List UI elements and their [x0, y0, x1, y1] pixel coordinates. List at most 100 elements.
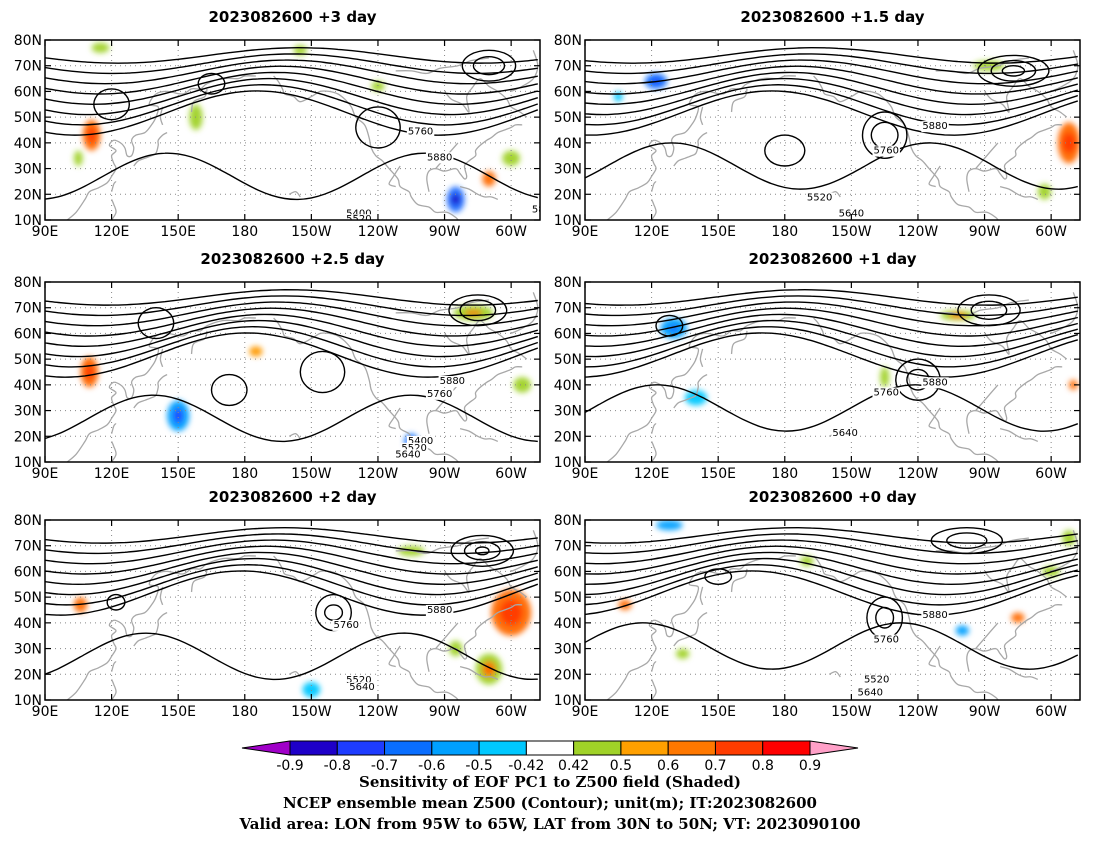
- map-frame: [584, 39, 1081, 221]
- contour-label: 5520: [807, 193, 832, 204]
- lon-tick-label: 60W: [495, 704, 527, 720]
- lon-tick-label: 150W: [291, 466, 332, 482]
- lat-tick-label: 80N: [554, 275, 582, 291]
- lat-tick-label: 10N: [14, 455, 42, 471]
- lat-tick-label: 40N: [14, 136, 42, 152]
- lat-tick-label: 30N: [554, 642, 582, 658]
- map-frame: [584, 519, 1081, 701]
- contour-label: 5520: [401, 443, 426, 454]
- contour-label: 5880: [922, 377, 947, 388]
- contour-label: 5760: [873, 388, 898, 399]
- lat-tick-label: 80N: [14, 275, 42, 291]
- contour-line: [585, 65, 1078, 95]
- shading-patch: [173, 408, 183, 424]
- shading-patch: [676, 648, 690, 659]
- lat-tick-label: 10N: [14, 693, 42, 709]
- shading-patch: [502, 150, 521, 167]
- contour-line: [323, 604, 344, 622]
- lon-tick-label: 120E: [634, 466, 670, 482]
- map-frame: [44, 519, 541, 701]
- lat-tick-label: 60N: [14, 84, 42, 100]
- lon-tick-label: 150E: [160, 224, 196, 240]
- colorbar-box: [714, 740, 764, 756]
- colorbar-left-arrow: [241, 740, 291, 756]
- contour-label: 5880: [922, 610, 947, 621]
- contour-line: [45, 59, 538, 85]
- contour-line: [957, 294, 1021, 327]
- contour-line: [45, 53, 538, 75]
- colorbar-box: [384, 740, 433, 756]
- lon-tick-label: 90E: [32, 224, 59, 240]
- contour-label: 5640: [595, 699, 620, 710]
- contour-line: [45, 332, 539, 378]
- lat-tick-label: 40N: [554, 136, 582, 152]
- coastlines: [66, 50, 539, 220]
- lat-tick-label: 70N: [554, 539, 582, 555]
- contour-label: 5760: [408, 127, 433, 138]
- contour-line: [930, 526, 1004, 555]
- contour-line: [1001, 64, 1026, 77]
- contour-label: 5880: [922, 121, 947, 132]
- contour-label: 5640: [349, 682, 374, 693]
- contour-line: [45, 545, 538, 575]
- contour-line: [45, 570, 539, 616]
- contour-line: [463, 541, 501, 561]
- contour-line: [895, 358, 941, 402]
- lon-tick-label: 180: [771, 704, 798, 720]
- lon-tick-label: 120W: [898, 704, 939, 720]
- lon-tick-label: 120E: [94, 466, 130, 482]
- map-frame: [44, 281, 541, 463]
- contour-label: 5880: [427, 605, 452, 616]
- contour-line: [450, 534, 515, 568]
- sensitivity-shading: [73, 42, 521, 213]
- colorbar-box: [336, 740, 386, 756]
- lon-tick-label: 120W: [358, 704, 399, 720]
- colorbar-tick-label: -0.5: [465, 758, 492, 774]
- lon-tick-label: 60W: [1035, 466, 1067, 482]
- contour-line: [585, 53, 1078, 75]
- contour-line: [45, 307, 538, 337]
- map-panel-3: 5400552056405520564057605880576058802023…: [14, 250, 630, 482]
- contour-label: 5640: [858, 687, 883, 698]
- contour-line: [299, 350, 346, 394]
- shading-patch: [451, 194, 461, 205]
- lat-tick-label: 20N: [14, 667, 42, 683]
- shading-patch: [249, 346, 263, 357]
- lat-tick-label: 60N: [14, 564, 42, 580]
- shading-patch: [464, 310, 483, 316]
- lon-tick-label: 120W: [358, 224, 399, 240]
- panel-title: 2023082600 +0 day: [749, 488, 917, 506]
- contour-line: [704, 568, 733, 586]
- map-frame: [584, 281, 1081, 463]
- map-background: [585, 520, 1080, 700]
- lon-tick-label: 150W: [291, 224, 332, 240]
- contour-line: [461, 49, 517, 82]
- lat-tick-label: 20N: [14, 429, 42, 445]
- shading-patch: [91, 42, 110, 53]
- contour-line: [585, 551, 1078, 585]
- lon-tick-label: 90W: [429, 704, 461, 720]
- lat-tick-label: 50N: [554, 352, 582, 368]
- lon-tick-label: 150E: [160, 466, 196, 482]
- lon-tick-label: 90W: [969, 704, 1001, 720]
- contour-line: [585, 545, 1078, 575]
- lon-tick-label: 120E: [94, 224, 130, 240]
- lat-tick-label: 60N: [554, 564, 582, 580]
- colorbar-tick-label: 0.6: [657, 758, 679, 774]
- lat-tick-label: 80N: [14, 33, 42, 49]
- lon-tick-label: 60W: [1035, 224, 1067, 240]
- contour-line: [585, 142, 1078, 190]
- colorbar-tick-label: -0.8: [324, 758, 351, 774]
- shading-patch: [1011, 612, 1025, 623]
- contour-line: [45, 533, 538, 555]
- contour-label: 5760: [605, 463, 630, 474]
- contour-line: [45, 90, 539, 136]
- lon-tick-label: 90E: [32, 466, 59, 482]
- shading-patch: [87, 127, 97, 143]
- map-panel-5: 5520564055205640576054005880576058802023…: [14, 488, 620, 720]
- lat-tick-label: 30N: [554, 162, 582, 178]
- colorbar-tick-label: -0.9: [276, 758, 303, 774]
- lat-tick-label: 80N: [14, 513, 42, 529]
- contour-line: [990, 59, 1037, 82]
- shading-patch: [684, 390, 708, 406]
